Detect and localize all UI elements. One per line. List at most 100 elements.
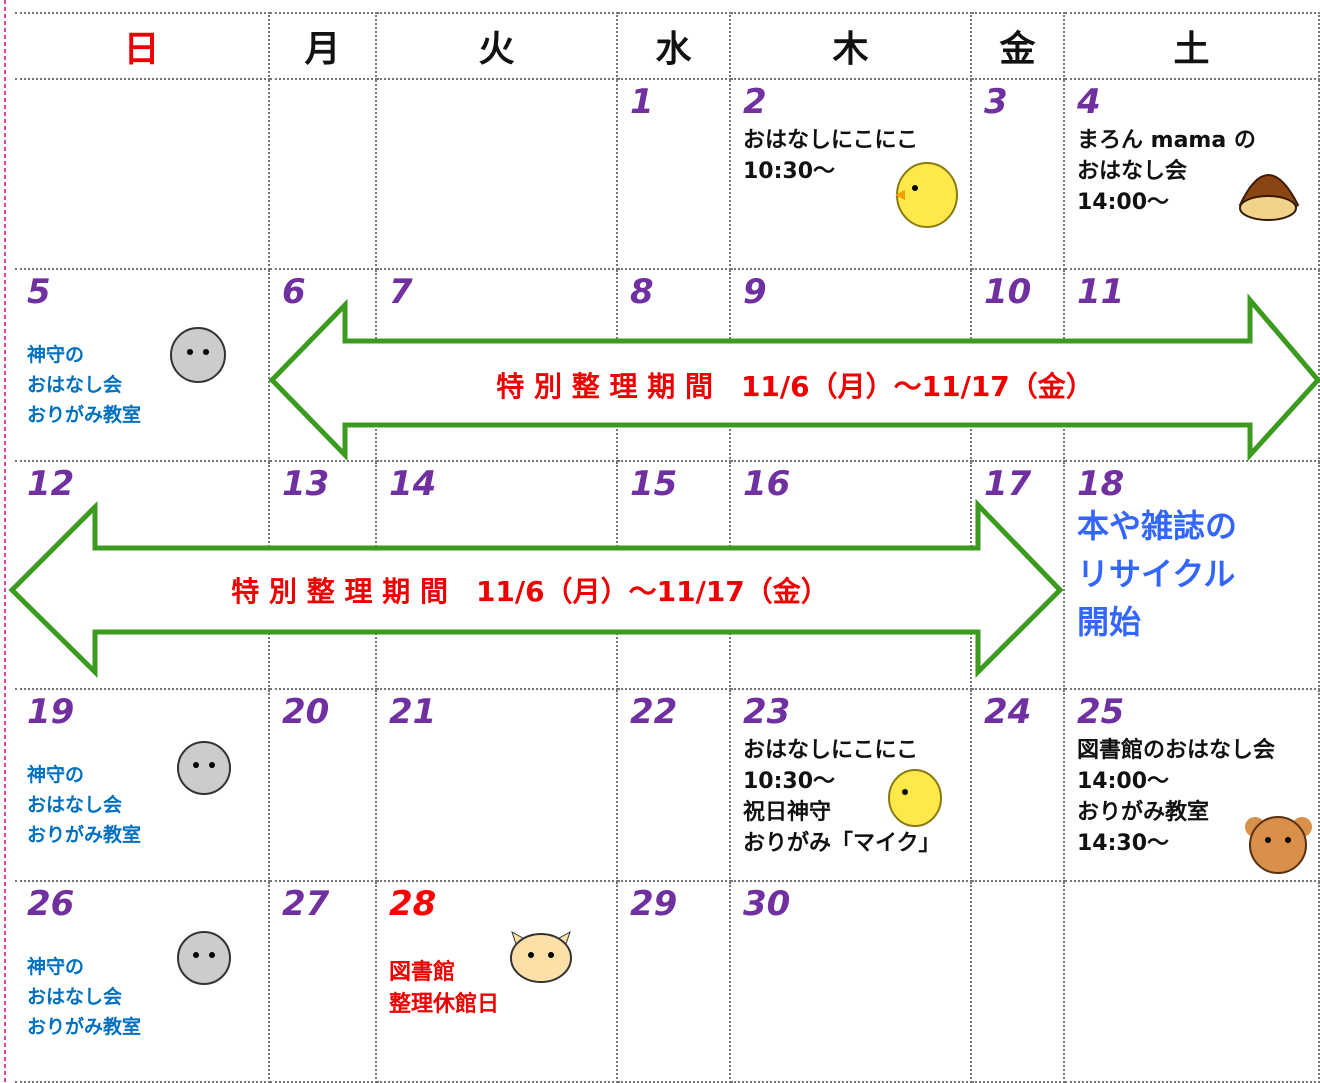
- day-number: 7: [389, 272, 413, 312]
- day-cell: 4 まろん mama のおはなし会 14:00～: [1065, 80, 1320, 270]
- day-cell: 22: [618, 690, 731, 882]
- bear-icon: [1245, 816, 1312, 874]
- day-cell: [1065, 882, 1320, 1083]
- day-cell: 27: [270, 882, 377, 1083]
- event-text: 図書館のおはなし会: [1077, 738, 1276, 763]
- day-cell: 21: [377, 690, 618, 882]
- weekday-header: 水: [618, 12, 731, 80]
- day-number: 18: [1077, 464, 1125, 504]
- event-text: 14:30～: [1077, 831, 1170, 856]
- day-number: 8: [630, 272, 654, 312]
- arrow-shape: [8, 498, 1064, 679]
- arrow-text: 特 別 整 理 期 間 11/6（月）～11/17（金）: [496, 370, 1094, 403]
- day-cell: [377, 80, 618, 270]
- day-number: 4: [1077, 82, 1101, 122]
- day-number: 24: [984, 692, 1032, 732]
- event-text: おりがみ教室: [1077, 800, 1210, 825]
- event-text: 14:00～: [1077, 190, 1170, 215]
- day-number: 12: [27, 464, 75, 504]
- day-number: 19: [27, 692, 75, 732]
- day-number: 21: [389, 692, 437, 732]
- day-number: 3: [984, 82, 1008, 122]
- event-text: おりがみ教室: [27, 824, 142, 846]
- day-number: 10: [984, 272, 1032, 312]
- day-cell: [270, 80, 377, 270]
- day-cell: 25 図書館のおはなし会 14:00～ おりがみ教室 14:30～: [1065, 690, 1320, 882]
- event-text: おはなし会: [27, 986, 123, 1008]
- weekday-header: 日: [15, 12, 270, 80]
- day-cell: 30: [731, 882, 972, 1083]
- day-cell: 17: [972, 462, 1065, 690]
- dog-icon: [170, 327, 226, 383]
- day-cell: 3: [972, 80, 1065, 270]
- event-text: 14:00～: [1077, 769, 1170, 794]
- cat-icon: [510, 930, 572, 983]
- day-number: 30: [743, 884, 791, 924]
- day-cell: 28 図書館整理休館日: [377, 882, 618, 1083]
- day-cell: [15, 80, 270, 270]
- day-number: 1: [630, 82, 654, 122]
- weekday-header: 火: [377, 12, 618, 80]
- day-number: 26: [27, 884, 75, 924]
- event-text: 10:30～: [743, 159, 836, 184]
- day-cell: 11: [1065, 270, 1320, 462]
- day-number: 20: [282, 692, 330, 732]
- day-cell: 18 本や雑誌の リサイクル 開始: [1065, 462, 1320, 690]
- weekday-header: 土: [1065, 12, 1320, 80]
- event-text: まろん mama の: [1077, 128, 1256, 153]
- chick-icon: [888, 769, 942, 827]
- day-cell: [972, 882, 1065, 1083]
- day-cell: 23 おはなしにこにこ 10:30～ 祝日神守おりがみ「マイク」: [731, 690, 972, 882]
- day-cell: 19 神守のおはなし会おりがみ教室: [15, 690, 270, 882]
- chick-icon: [895, 162, 958, 228]
- event-text: おりがみ教室: [27, 1016, 142, 1038]
- event-text: おはなしにこにこ: [743, 128, 919, 153]
- day-number: 17: [984, 464, 1032, 504]
- day-cell: 26 神守の おはなし会 おりがみ教室: [15, 882, 270, 1083]
- event-text: おりがみ「マイク」: [743, 831, 941, 856]
- event-text: 開始: [1077, 603, 1142, 641]
- day-cell: 5 神守のおはなし会おりがみ教室: [15, 270, 270, 462]
- weekday-header: 月: [270, 12, 377, 80]
- day-cell: 1: [618, 80, 731, 270]
- day-number: 15: [630, 464, 678, 504]
- day-number: 29: [630, 884, 678, 924]
- day-number: 13: [282, 464, 330, 504]
- day-number: 23: [743, 692, 791, 732]
- day-cell: 2 おはなしにこにこ 10:30～: [731, 80, 972, 270]
- day-number: 9: [743, 272, 767, 312]
- dog-icon: [177, 931, 231, 985]
- day-cell: 29: [618, 882, 731, 1083]
- event-text: 10:30～: [743, 769, 836, 794]
- day-cell: 20: [270, 690, 377, 882]
- chestnut-icon: [1238, 174, 1300, 221]
- weekday-header: 金: [972, 12, 1065, 80]
- day-number: 5: [27, 272, 51, 312]
- event-text: 整理休館日: [389, 992, 500, 1017]
- day-number: 27: [282, 884, 330, 924]
- day-number: 6: [282, 272, 306, 312]
- event-text: 神守の: [27, 344, 85, 366]
- event-text: 祝日神守: [743, 800, 832, 825]
- day-number: 16: [743, 464, 791, 504]
- arrow-shape: [268, 293, 1320, 462]
- day-number: 25: [1077, 692, 1125, 732]
- arrow-text: 特 別 整 理 期 間 11/6（月）～11/17（金）: [231, 575, 829, 608]
- dog-icon: [177, 741, 231, 795]
- day-number: 22: [630, 692, 678, 732]
- event-text: 神守の: [27, 764, 85, 786]
- event-text: おはなし会: [27, 374, 123, 396]
- event-text: おはなし会: [27, 794, 123, 816]
- day-number: 2: [743, 82, 767, 122]
- day-cell: 24: [972, 690, 1065, 882]
- day-number: 14: [389, 464, 437, 504]
- event-text: 図書館: [389, 960, 456, 985]
- day-number: 28: [389, 884, 437, 924]
- event-text: おりがみ教室: [27, 404, 142, 426]
- event-text: おはなしにこにこ: [743, 738, 919, 763]
- weekday-header: 木: [731, 12, 972, 80]
- event-text: リサイクル: [1077, 555, 1236, 593]
